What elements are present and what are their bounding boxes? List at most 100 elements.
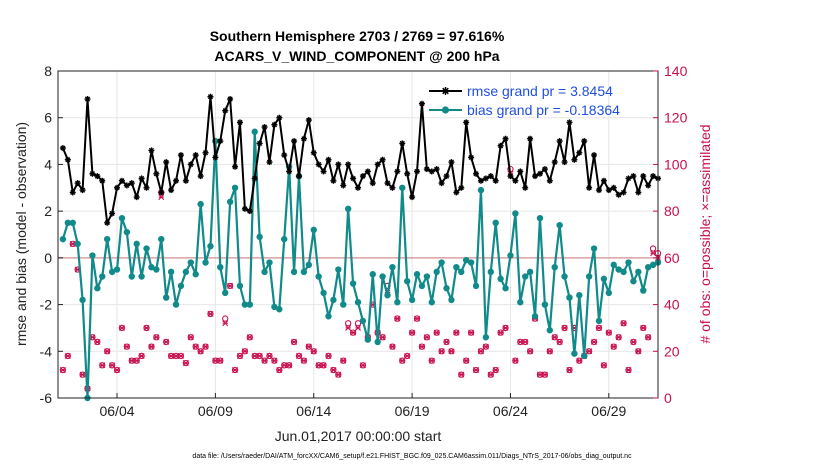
obs-assimilated-point [418,343,425,350]
bias-point [261,268,268,276]
bias-point [566,294,573,301]
bias-point [113,266,121,273]
bias-point [536,214,544,222]
rmse-point [114,184,121,191]
bias-point [492,219,499,227]
y2-axis-label: # of obs: o=possible; ×=assimilated [697,124,713,343]
bias-point [310,226,317,234]
bias-point [458,268,465,276]
rmse-point [443,173,450,180]
rmse-point [350,175,357,182]
obs-assimilated-point [104,348,111,355]
obs-assimilated-point [335,371,342,378]
bias-point [320,289,327,297]
y-tick-label: -6 [40,390,53,406]
rmse-point [571,156,578,163]
rmse-series [59,93,661,226]
bias-point [546,327,554,334]
bias-point [276,306,283,313]
obs-assimilated-point [561,324,568,331]
obs-assimilated-point [477,348,484,355]
y2-tick-label: 80 [664,203,680,219]
rmse-point [295,173,302,180]
obs-assimilated-point [320,362,327,369]
rmse-point [74,180,81,187]
rmse-point [173,177,180,184]
rmse-point [414,168,421,175]
rmse-point [591,152,598,159]
bias-point [467,259,475,266]
bias-point [413,271,421,278]
bias-point [625,259,632,266]
obs-assimilated-point [276,366,283,373]
obs-assimilated-point [414,315,421,322]
bias-point [640,287,647,294]
obs-assimilated-point [630,338,637,345]
obs-assimilated-point [330,366,337,373]
rmse-point [389,184,396,191]
bias-point [364,336,372,343]
obs-assimilated-point [428,357,435,364]
bias-point [354,299,362,306]
obs-assimilated-point [158,194,165,201]
rmse-point [394,168,401,175]
rmse-point [527,135,534,142]
rmse-point [104,219,111,226]
bias-point [153,266,160,273]
obs-assimilated-point [600,362,607,369]
rmse-point [477,177,484,184]
obs-assimilated-point [566,366,573,373]
legend-bias-marker [441,106,450,114]
rmse-point [222,107,229,114]
bias-point [123,228,131,236]
rmse-point [246,208,253,215]
bias-point [630,278,637,285]
obs-assimilated-point [133,357,140,364]
bias-point [581,352,588,360]
bias-point [118,214,126,222]
rmse-point [586,184,593,191]
obs-assimilated-point [236,352,243,359]
rmse-point [345,161,352,168]
obs-assimilated-point [315,362,322,369]
obs-assimilated-point [286,362,293,369]
bias-point [256,233,263,241]
y-axis-label: rmse and bias (model - observation) [13,122,29,346]
obs-assimilated-point [423,334,430,341]
bias-point [192,271,199,278]
rmse-point [497,142,504,149]
obs-assimilated-point [261,357,268,364]
bias-point [335,266,342,273]
y-axis-ticks: -6 -4 -2 0 2 4 6 8 [40,63,63,406]
obs-assimilated-point [409,329,416,336]
bias-point [271,303,278,311]
obs-assimilated-point [163,338,170,345]
bias-point [64,219,72,227]
x-axis-label: Jun.01,2017 00:00:00 start [275,428,442,444]
bias-point [635,268,642,276]
obs-assimilated-point [443,338,450,345]
obs-assimilated-point [118,324,125,331]
rmse-point [507,173,514,180]
bias-point [585,273,593,280]
bias-point [344,205,352,213]
rmse-point [207,93,214,100]
obs-assimilated-point [64,352,71,359]
bias-point [69,219,76,227]
rmse-point [423,166,430,173]
bias-point [379,273,386,280]
y-tick-label: 0 [44,250,52,266]
bias-point [526,268,534,276]
y2-tick-label: 20 [664,343,680,359]
obs-possible-point [354,320,362,327]
bias-series [59,128,662,402]
x-axis-ticks: 06/04 06/09 06/14 06/19 06/24 06/29 [99,393,627,419]
x-tick-label: 06/09 [198,403,233,419]
y-tick-label: 4 [44,156,52,172]
obs-assimilated-point [217,357,224,364]
bias-point [330,296,337,304]
bias-point [522,273,529,280]
rmse-point [355,184,361,191]
rmse-point [482,175,489,182]
bias-point [502,285,509,292]
